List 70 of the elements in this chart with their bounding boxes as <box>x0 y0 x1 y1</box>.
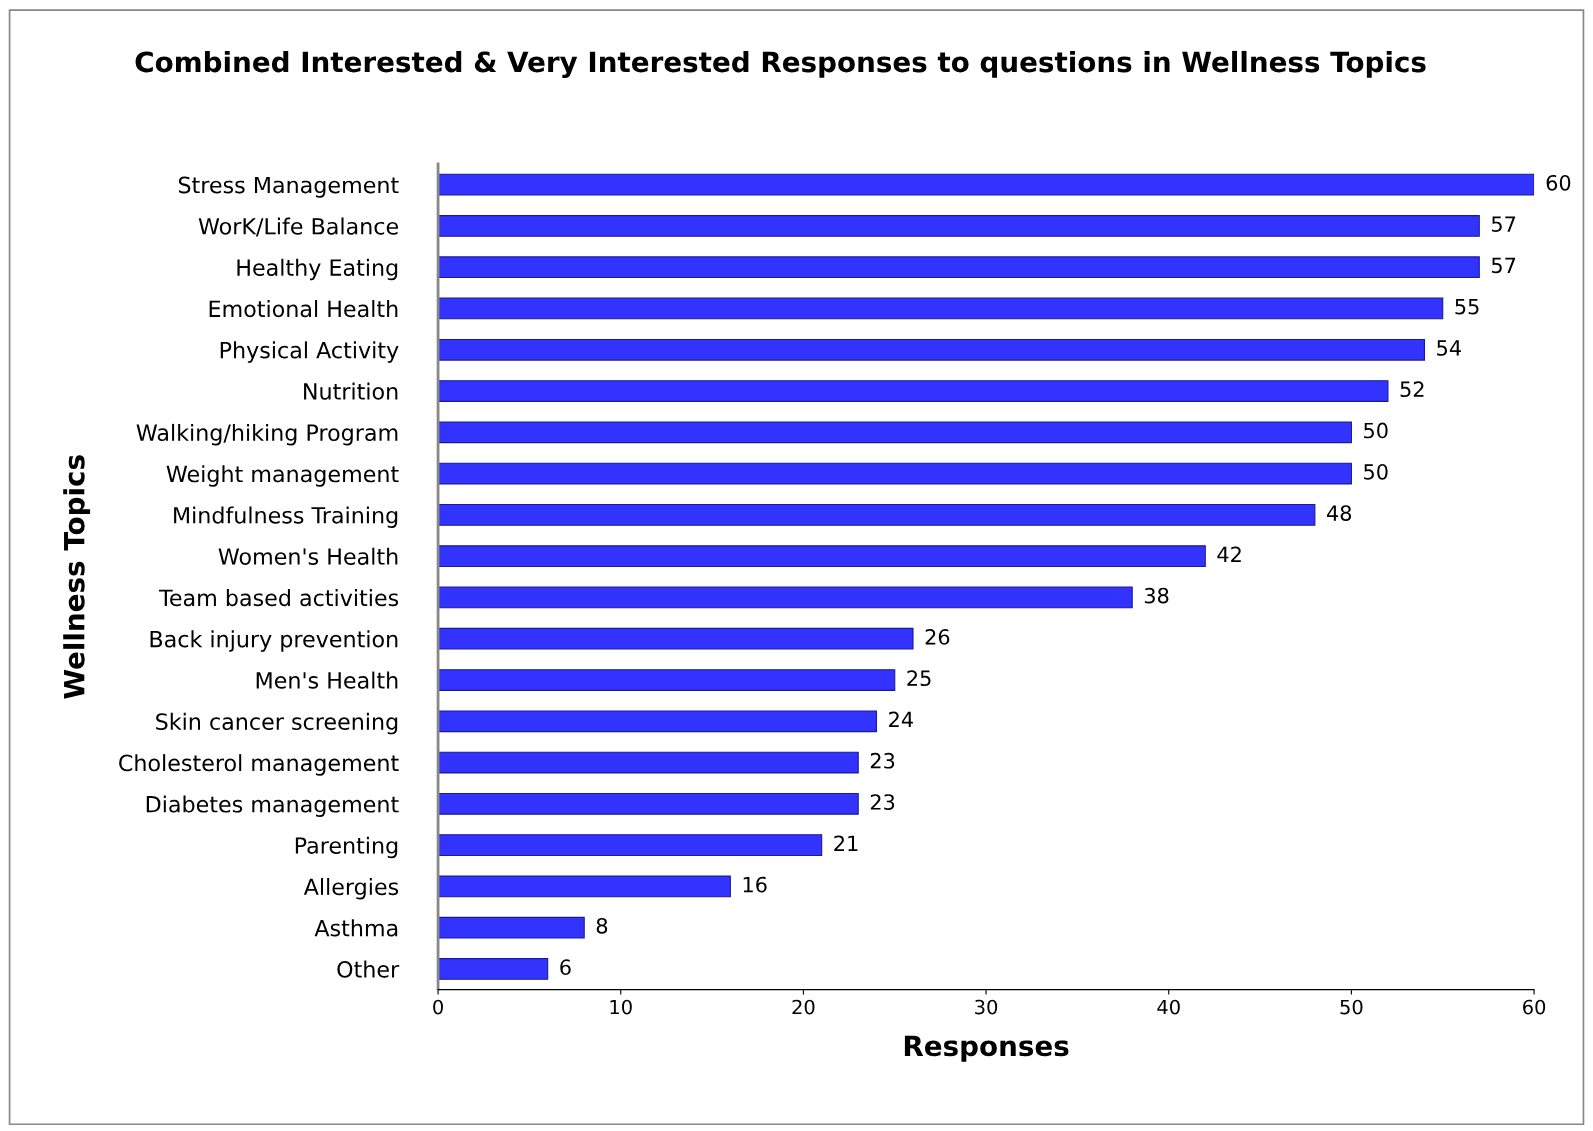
y-tick-label: Emotional Health <box>209 300 398 318</box>
bar <box>438 875 731 898</box>
x-tick-label: 40 <box>1157 999 1180 1015</box>
bar <box>438 297 1444 320</box>
data-label: 21 <box>834 835 858 851</box>
y-tick-label: WorK/Life Balance <box>198 217 398 237</box>
bar <box>438 338 1426 361</box>
data-label: 55 <box>1455 299 1479 315</box>
bar <box>438 958 549 980</box>
y-tick-label: Parenting <box>295 836 398 859</box>
data-label: 16 <box>743 876 767 893</box>
x-axis-title: Responses <box>904 1035 1069 1062</box>
data-label: 38 <box>1144 587 1169 604</box>
bar <box>438 421 1352 444</box>
data-label: 23 <box>870 752 895 769</box>
bar <box>438 462 1352 485</box>
y-axis-title: Wellness Topics <box>63 455 91 699</box>
x-tick-label: 0 <box>433 999 443 1015</box>
y-tick-label: Women's Health <box>218 547 398 565</box>
y-tick-label: Walking/hiking Program <box>136 423 398 446</box>
y-tick-label: Skin cancer screening <box>156 712 398 735</box>
data-label: 26 <box>925 629 950 645</box>
data-label: 57 <box>1491 216 1516 232</box>
y-tick-label: Stress Management <box>178 176 399 198</box>
data-label: 60 <box>1546 174 1571 191</box>
y-tick-label: Healthy Eating <box>237 258 398 281</box>
data-label: 42 <box>1217 546 1241 562</box>
data-label: 6 <box>560 959 571 976</box>
bar <box>438 256 1480 279</box>
data-label: 23 <box>870 794 895 810</box>
bar <box>438 173 1535 196</box>
y-tick-label: Weight management <box>166 465 399 487</box>
y-tick-label: Asthma <box>314 919 398 937</box>
y-tick-label: Nutrition <box>304 382 398 400</box>
y-tick-label: Team based activities <box>159 589 399 607</box>
x-tick-label: 10 <box>610 999 632 1015</box>
bar <box>438 751 859 774</box>
bar <box>438 792 859 815</box>
bar <box>438 627 914 650</box>
x-tick-label: 30 <box>975 999 998 1015</box>
bar <box>438 504 1316 526</box>
bar <box>438 916 585 939</box>
y-tick-label: Cholesterol management <box>119 754 399 776</box>
bar <box>438 834 823 857</box>
data-label: 57 <box>1491 257 1516 274</box>
y-tick-label: Back injury prevention <box>150 630 398 652</box>
x-tick-label: 20 <box>792 999 815 1015</box>
bar <box>438 586 1133 609</box>
data-label: 50 <box>1364 463 1388 480</box>
x-tick-label: 60 <box>1523 999 1546 1015</box>
bar <box>438 380 1389 402</box>
data-label: 50 <box>1364 422 1388 439</box>
bar <box>438 215 1480 237</box>
y-tick-label: Mindfulness Training <box>174 506 398 528</box>
data-label: 52 <box>1400 381 1424 398</box>
y-tick-label: Men's Health <box>256 671 398 689</box>
data-label: 54 <box>1437 340 1461 356</box>
data-label: 8 <box>596 917 608 934</box>
bar <box>438 710 878 733</box>
bar <box>438 669 896 691</box>
data-label: 48 <box>1326 505 1352 521</box>
y-tick-label: Allergies <box>303 877 399 900</box>
data-label: 24 <box>889 711 913 728</box>
chart-title: Combined Interested & Very Interested Responses to questions in Wellness Topics <box>135 50 1426 78</box>
y-tick-label: Diabetes management <box>146 795 399 817</box>
bar <box>438 545 1206 568</box>
data-label: 25 <box>907 670 931 687</box>
y-tick-label: Physical Activity <box>220 341 399 363</box>
x-tick-label: 50 <box>1340 999 1363 1015</box>
y-tick-label: Other <box>337 960 400 978</box>
